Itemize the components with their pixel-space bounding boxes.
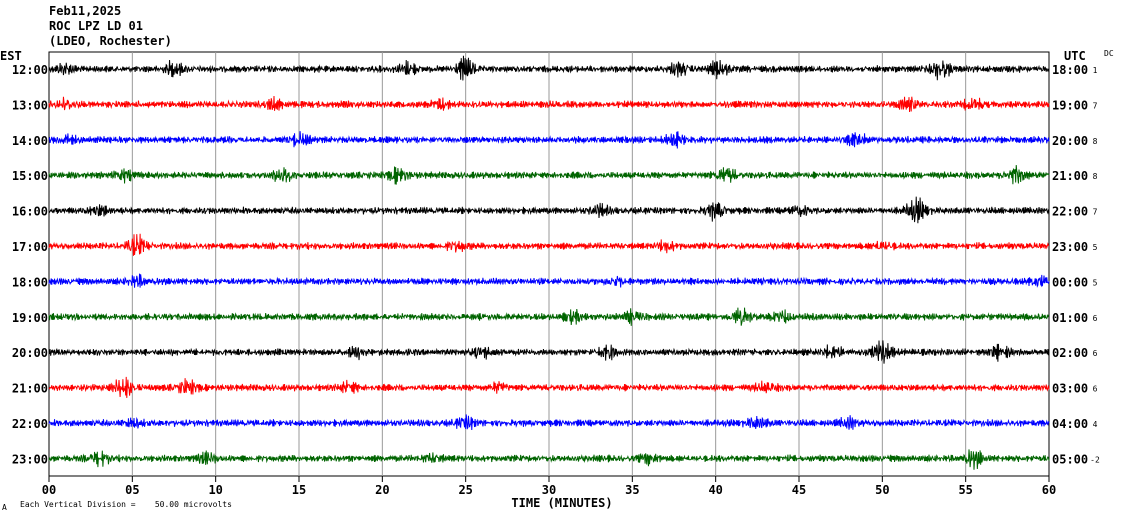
utc-time-label: 01:00 <box>1052 311 1088 325</box>
utc-time-label: 23:00 <box>1052 240 1088 254</box>
seismic-trace <box>48 340 1050 364</box>
x-tick-label: 20 <box>375 483 389 497</box>
x-tick-label: 45 <box>792 483 806 497</box>
x-axis-title: TIME (MINUTES) <box>511 496 613 510</box>
utc-time-label: 03:00 <box>1052 382 1088 396</box>
est-time-label: 13:00 <box>12 98 48 112</box>
plot-date: Feb11,2025 <box>49 4 122 18</box>
utc-time-label: 00:00 <box>1052 275 1088 289</box>
utc-time-label: 02:00 <box>1052 346 1088 360</box>
dc-offset-label: 5 <box>1093 278 1098 287</box>
seismic-trace <box>48 449 1050 470</box>
x-tick-label: 05 <box>125 483 139 497</box>
est-time-label: 15:00 <box>12 169 48 183</box>
seismic-trace <box>48 414 1050 431</box>
est-time-label: 21:00 <box>12 382 48 396</box>
dc-offset-label: 8 <box>1093 137 1098 146</box>
utc-time-label: 21:00 <box>1052 169 1088 183</box>
dc-offset-label: 7 <box>1093 208 1098 217</box>
station-name: ROC LPZ LD 01 <box>49 19 143 33</box>
x-tick-label: 50 <box>875 483 889 497</box>
dc-offset-label: -2 <box>1090 455 1100 464</box>
utc-time-label: 22:00 <box>1052 205 1088 219</box>
x-tick-label: 55 <box>958 483 972 497</box>
est-time-label: 17:00 <box>12 240 48 254</box>
x-tick-label: 40 <box>708 483 722 497</box>
seismic-trace <box>48 55 1050 81</box>
est-time-label: 22:00 <box>12 417 48 431</box>
est-time-label: 12:00 <box>12 63 48 77</box>
utc-time-label: 05:00 <box>1052 452 1088 466</box>
corner-mark: A <box>2 503 7 512</box>
network-name: (LDEO, Rochester) <box>49 34 172 48</box>
x-tick-label: 10 <box>208 483 222 497</box>
right-timezone-label: UTC <box>1064 49 1086 63</box>
dc-offset-label: 6 <box>1093 349 1098 358</box>
est-time-label: 19:00 <box>12 311 48 325</box>
dc-offset-label: 7 <box>1093 101 1098 110</box>
utc-time-label: 19:00 <box>1052 98 1088 112</box>
dc-column-header: DC <box>1104 49 1114 58</box>
dc-offset-label: 1 <box>1093 66 1098 75</box>
left-timezone-label: EST <box>0 49 22 63</box>
utc-time-label: 18:00 <box>1052 63 1088 77</box>
x-tick-label: 30 <box>542 483 556 497</box>
est-time-label: 18:00 <box>12 275 48 289</box>
seismic-trace <box>48 96 1050 113</box>
est-time-label: 16:00 <box>12 205 48 219</box>
dc-offset-label: 6 <box>1093 314 1098 323</box>
utc-time-label: 04:00 <box>1052 417 1088 431</box>
seismic-trace <box>48 307 1050 326</box>
est-time-label: 23:00 <box>12 452 48 466</box>
seismic-trace <box>48 196 1050 224</box>
est-time-label: 14:00 <box>12 134 48 148</box>
x-tick-label: 25 <box>458 483 472 497</box>
seismic-trace <box>48 273 1050 288</box>
utc-time-label: 20:00 <box>1052 134 1088 148</box>
x-tick-label: 15 <box>292 483 306 497</box>
seismic-trace <box>48 165 1050 185</box>
scale-note: Each Vertical Division = 50.00 microvolt… <box>20 500 232 509</box>
est-time-label: 20:00 <box>12 346 48 360</box>
x-tick-label: 00 <box>42 483 56 497</box>
seismic-trace <box>48 376 1050 398</box>
x-tick-label: 35 <box>625 483 639 497</box>
x-tick-label: 60 <box>1042 483 1056 497</box>
dc-offset-label: 6 <box>1093 385 1098 394</box>
dc-offset-label: 8 <box>1093 172 1098 181</box>
dc-offset-label: 5 <box>1093 243 1098 252</box>
seismic-trace <box>48 131 1050 149</box>
seismic-trace <box>48 233 1050 256</box>
dc-offset-label: 4 <box>1093 420 1098 429</box>
